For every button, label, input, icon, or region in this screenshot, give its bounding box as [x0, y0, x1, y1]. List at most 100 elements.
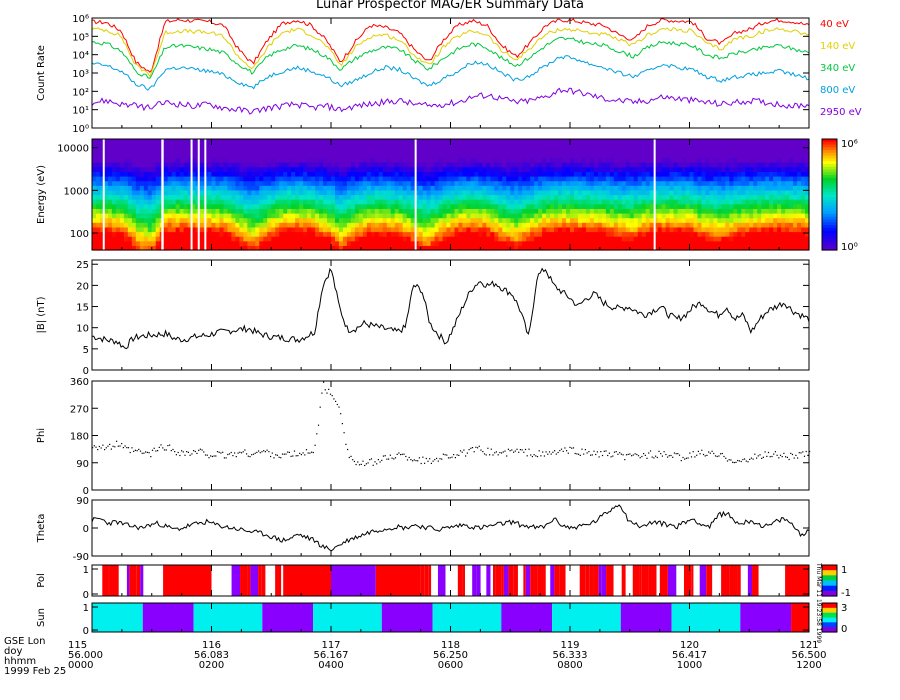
spectrogram-cell — [657, 203, 663, 209]
spectrogram-cell — [275, 139, 280, 145]
spectrogram-cell — [103, 148, 109, 154]
spectrogram-cell — [334, 185, 340, 191]
btot-ytick-label: 0 — [83, 366, 89, 377]
spectrogram-cell — [143, 139, 149, 145]
spectrogram-cell — [311, 194, 316, 200]
spectrogram-cell — [327, 148, 332, 154]
spectrogram-cell — [450, 208, 456, 214]
spectrogram-cell — [785, 213, 790, 219]
spectrogram-cell — [95, 166, 101, 172]
spectrogram-cell — [183, 176, 189, 182]
spectrogram-cell — [139, 176, 145, 182]
phi-point — [769, 456, 771, 458]
spectrogram-cell — [621, 245, 627, 251]
spectrogram-cell — [661, 152, 667, 159]
spectrogram-cell — [167, 148, 173, 154]
spectrogram-cell — [637, 199, 643, 205]
spectrogram-cell — [243, 245, 248, 251]
spectrogram-cell — [550, 236, 555, 242]
spectrogram-cell — [773, 171, 778, 177]
spectrogram-cell — [741, 180, 746, 186]
spectrogram-cell — [657, 213, 663, 219]
spectrogram-cell — [585, 194, 591, 200]
spectrogram-cell — [235, 226, 240, 233]
spectrogram-cell — [107, 189, 113, 196]
spectrogram-cell — [625, 189, 631, 196]
spectrogram-cell — [689, 148, 695, 154]
spectrogram-cell — [494, 245, 499, 251]
spectrogram-cell — [92, 176, 97, 182]
phi-point — [436, 457, 438, 459]
phi-point — [622, 454, 624, 456]
phi-point — [323, 381, 325, 383]
spectrogram-cell — [558, 240, 563, 246]
spectrogram-ylabel: Energy (eV) — [36, 165, 47, 224]
spectrogram-cell — [705, 222, 711, 228]
spectrogram-cell — [570, 176, 575, 182]
spectrogram-cell — [478, 231, 483, 237]
phi-point — [376, 463, 378, 465]
spectrogram-cell — [334, 171, 340, 177]
spectrogram-cell — [581, 180, 587, 186]
spectrogram-cell — [657, 176, 663, 182]
spectrogram-cell — [370, 231, 376, 237]
spectrogram-cell — [319, 203, 324, 209]
spectrogram-cell — [295, 194, 300, 200]
phi-point — [483, 453, 486, 455]
spectrogram-cell — [538, 152, 543, 159]
spectrogram-cell — [279, 180, 284, 186]
spectrogram-cell — [107, 148, 113, 154]
spectrogram-cell — [577, 199, 583, 205]
spectrogram-cell — [386, 157, 392, 163]
spectrogram-cell — [183, 171, 189, 177]
spectrogram-cell — [573, 240, 579, 246]
spectrogram-cell — [247, 185, 252, 191]
spectrogram-cell — [785, 162, 790, 168]
spectrogram-cell — [793, 222, 798, 228]
spectrogram-cell — [402, 213, 408, 219]
spectrogram-cell — [645, 143, 651, 149]
spectrogram-cell — [187, 213, 193, 219]
spectrogram-cell — [625, 148, 631, 154]
spectrogram-cell — [131, 217, 137, 223]
spectrogram-cell — [733, 148, 738, 154]
spectrogram-cell — [693, 176, 699, 182]
spectrogram-cell — [183, 185, 189, 191]
spectrogram-cell — [279, 226, 284, 233]
spectrogram-cell — [323, 213, 328, 219]
spectrogram-cell — [789, 231, 794, 237]
phi-point — [547, 453, 549, 455]
spectrogram-cell — [235, 236, 240, 242]
spectrogram-cell — [713, 217, 718, 223]
spectrogram-cell — [167, 194, 173, 200]
spectrogram-cell — [605, 152, 611, 159]
spectrogram-cell — [374, 208, 380, 214]
spectrogram-cell — [701, 208, 707, 214]
spectrogram-cell — [470, 185, 475, 191]
spectrogram-cell — [805, 185, 810, 191]
spectrogram-cell — [219, 222, 225, 228]
spectrogram-cell — [410, 203, 416, 209]
spectrogram-cell — [315, 180, 320, 186]
spectrogram-cell — [753, 166, 758, 172]
spectrogram-cell — [685, 139, 691, 145]
spectrogram-cell — [761, 222, 766, 228]
spectrogram-cell — [765, 226, 770, 233]
spectrogram-cell — [183, 203, 189, 209]
spectrogram-cell — [454, 166, 460, 172]
spectrogram-cell — [669, 226, 675, 233]
spectrogram-cell — [589, 162, 595, 168]
spectrogram-cell — [155, 148, 161, 154]
spectrogram-cell — [95, 199, 101, 205]
spectrogram-cell — [247, 148, 252, 154]
spectrogram-cell — [570, 194, 575, 200]
spectrogram-colorbar-cell — [822, 244, 837, 248]
spectrogram-cell — [99, 222, 105, 228]
phi-point — [526, 455, 528, 457]
spectrogram-cell — [147, 213, 153, 219]
spectrogram-cell — [621, 148, 627, 154]
spectrogram-cell — [247, 245, 252, 251]
spectrogram-cell — [315, 203, 320, 209]
spectrogram-cell — [291, 231, 296, 237]
spectrogram-cell — [179, 222, 185, 228]
